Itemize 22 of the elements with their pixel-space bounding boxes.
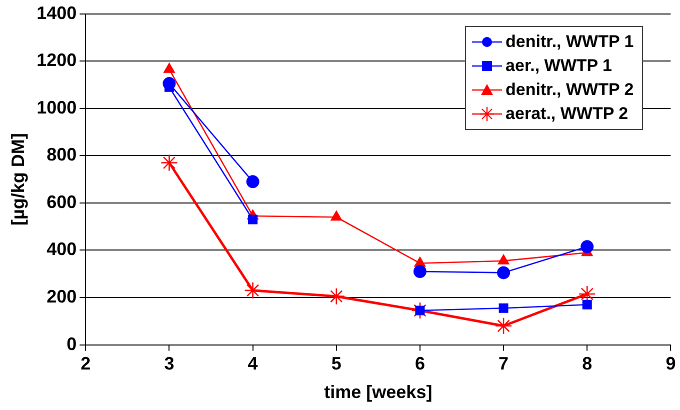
x-tick-label: 4	[248, 354, 258, 374]
y-tick-label: 1200	[36, 50, 77, 70]
y-tick-label: 400	[46, 239, 77, 260]
x-tick-label: 8	[582, 354, 592, 374]
y-tick-label: 600	[46, 192, 77, 212]
y-axis-title: [µg/kg DM]	[8, 133, 28, 226]
y-tick-label: 800	[46, 144, 77, 165]
y-tick-label: 200	[46, 286, 77, 306]
y-tick-label: 1000	[36, 97, 77, 118]
legend-label: denitr., WWTP 2	[506, 78, 634, 101]
legend-label: aer., WWTP 1	[506, 54, 612, 77]
x-tick-label: 2	[80, 354, 91, 374]
x-tick-label: 3	[164, 354, 174, 374]
x-tick-label: 9	[666, 354, 676, 374]
x-tick-label: 5	[331, 354, 342, 374]
legend-label: aerat., WWTP 2	[506, 102, 628, 125]
y-tick-label: 0	[66, 334, 77, 354]
y-tick-label: 1400	[36, 2, 77, 23]
x-tick-label: 7	[498, 354, 509, 374]
legend-label: denitr., WWTP 1	[506, 30, 634, 53]
x-tick-label: 6	[414, 354, 425, 374]
x-axis-title: time [weeks]	[324, 382, 432, 402]
